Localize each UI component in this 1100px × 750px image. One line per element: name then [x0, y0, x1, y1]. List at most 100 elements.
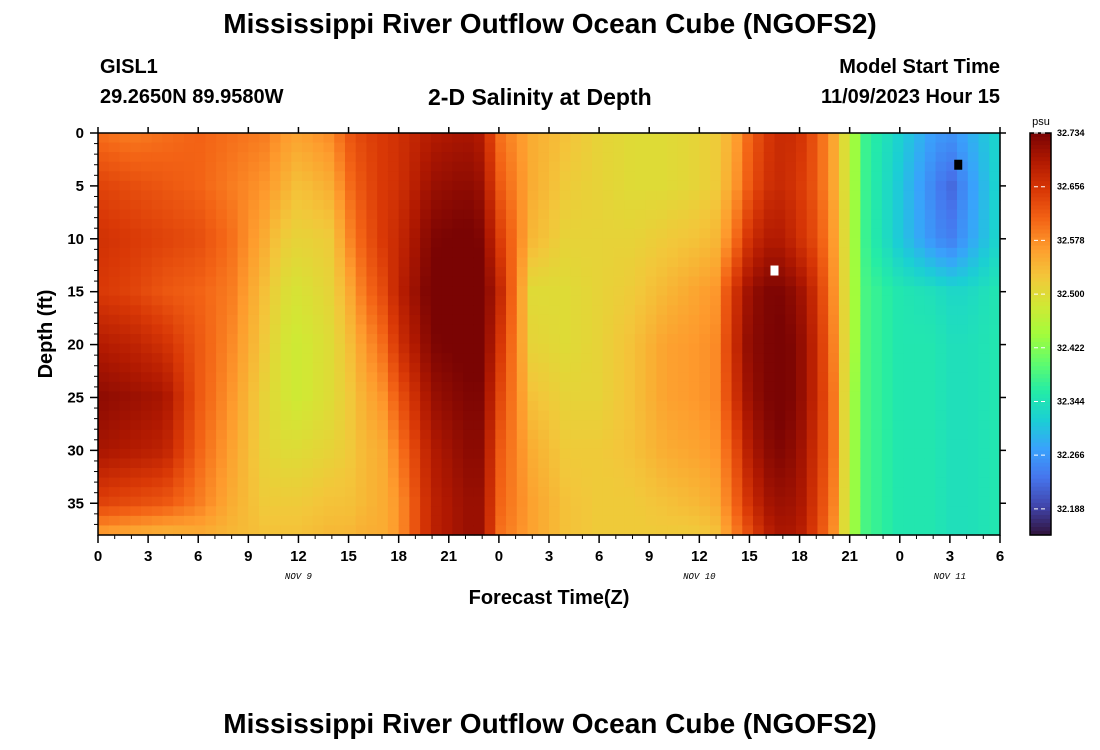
heatmap-cell [935, 410, 947, 421]
heatmap-cell [334, 257, 346, 268]
heatmap-cell [194, 477, 206, 488]
heatmap-cell [624, 334, 636, 345]
heatmap-cell [484, 410, 496, 421]
heatmap-cell [119, 448, 131, 460]
heatmap-cell [774, 334, 786, 345]
heatmap-cell [656, 171, 668, 182]
heatmap-cell [248, 458, 260, 469]
colorbar-segment [1030, 325, 1051, 331]
heatmap-cell [978, 401, 990, 412]
heatmap-cell [441, 362, 453, 373]
heatmap-cell [420, 209, 432, 220]
heatmap-cell [398, 171, 411, 182]
heatmap-cell [946, 267, 958, 278]
heatmap-cell [860, 334, 872, 345]
heatmap-cell [237, 276, 249, 287]
heatmap-cell [130, 142, 142, 153]
heatmap-cell [108, 525, 121, 536]
heatmap-cell [849, 286, 862, 297]
heatmap-cell [259, 161, 271, 172]
heatmap-cell [903, 247, 915, 259]
heatmap-cell [591, 133, 604, 144]
heatmap-cell [194, 238, 206, 249]
heatmap-cell [280, 343, 292, 354]
heatmap-cell [538, 468, 550, 479]
heatmap-cell [774, 496, 786, 507]
heatmap-cell [699, 496, 711, 507]
heatmap-cell [828, 401, 840, 412]
heatmap-cell [495, 267, 507, 278]
heatmap-cell [688, 477, 700, 488]
heatmap-cell [763, 410, 776, 421]
heatmap-cell [957, 257, 969, 268]
heatmap-cell [720, 372, 733, 383]
heatmap-cell [269, 458, 282, 469]
heatmap-cell [795, 314, 808, 326]
heatmap-cell [173, 429, 185, 440]
heatmap-cell [699, 180, 711, 192]
heatmap-cell [699, 228, 711, 239]
heatmap-cell [763, 448, 776, 460]
heatmap-cell [774, 257, 786, 268]
heatmap-cell [334, 200, 346, 211]
heatmap-cell [452, 238, 464, 249]
heatmap-cell [817, 180, 829, 192]
heatmap-cell [259, 334, 271, 345]
heatmap-cell [785, 525, 797, 536]
heatmap-cell [828, 286, 840, 297]
heatmap-cell [838, 391, 851, 402]
heatmap-cell [624, 295, 636, 306]
heatmap-cell [828, 515, 840, 527]
heatmap-cell [720, 152, 733, 163]
heatmap-cell [151, 420, 164, 431]
heatmap-cell [978, 458, 990, 469]
heatmap-cell [312, 190, 325, 201]
heatmap-cell [377, 477, 389, 488]
heatmap-cell [634, 391, 647, 402]
heatmap-cell [795, 391, 808, 402]
heatmap-cell [516, 362, 529, 373]
heatmap-cell [838, 496, 851, 507]
heatmap-cell [549, 477, 561, 488]
heatmap-cell [377, 295, 389, 306]
heatmap-cell [795, 142, 808, 153]
heatmap-cell [527, 133, 539, 144]
heatmap-cell [140, 429, 153, 440]
colorbar-segment [1030, 410, 1051, 415]
heatmap-cell [312, 334, 325, 345]
heatmap-cell [108, 410, 121, 421]
colorbar-segment [1030, 494, 1051, 500]
heatmap-cell [549, 209, 561, 220]
heatmap-cell [699, 219, 711, 230]
heatmap-cell [226, 458, 239, 469]
heatmap-cell [742, 142, 754, 153]
heatmap-cell [795, 506, 808, 517]
heatmap-cell [602, 276, 615, 287]
heatmap-cell [334, 152, 346, 163]
heatmap-cell [924, 314, 937, 326]
heatmap-cell [989, 372, 1001, 383]
heatmap-cell [667, 238, 679, 249]
heatmap-cell [377, 324, 389, 335]
heatmap-cell [291, 372, 303, 383]
heatmap-cell [162, 314, 174, 326]
heatmap-cell [323, 219, 335, 230]
heatmap-cell [130, 401, 142, 412]
heatmap-cell [763, 305, 776, 316]
heatmap-cell [409, 343, 421, 354]
heatmap-cell [312, 209, 325, 220]
heatmap-cell [516, 439, 529, 450]
colorbar-segment [1030, 442, 1051, 448]
heatmap-cell [613, 420, 625, 431]
heatmap-cell [463, 525, 475, 536]
heatmap-cell [710, 324, 722, 335]
heatmap-cell [527, 496, 539, 507]
heatmap-cell [731, 506, 743, 517]
heatmap-cell [430, 142, 443, 153]
heatmap-cell [312, 133, 325, 144]
heatmap-cell [677, 468, 690, 479]
heatmap-cell [806, 180, 819, 192]
heatmap-cell [667, 142, 679, 153]
heatmap-cell [248, 477, 260, 488]
heatmap-cell [656, 439, 668, 450]
